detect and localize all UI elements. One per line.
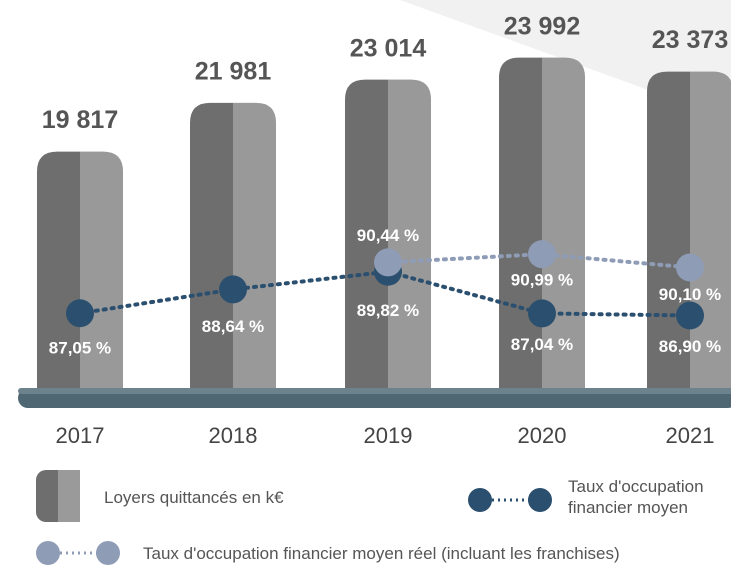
data-label: 86,90 % [659, 337, 721, 356]
legend-marker [96, 541, 120, 565]
x-tick-label: 2019 [364, 423, 413, 448]
marker [676, 253, 704, 282]
legend-label: Taux d'occupation financier moyen réel (… [143, 544, 620, 563]
bar-shade [388, 79, 431, 395]
legend-label: Taux d'occupation financier moyen [568, 477, 704, 517]
legend-label: Loyers quittancés en k€ [104, 488, 284, 507]
bar-right [80, 151, 123, 395]
bar [190, 102, 276, 396]
legend-marker [528, 488, 552, 512]
data-label: 23 373 [652, 26, 728, 54]
bar [345, 79, 431, 395]
marker [374, 248, 402, 277]
baseline-highlight [18, 388, 731, 394]
legend [36, 470, 552, 565]
marker [66, 299, 94, 328]
data-label: 90,99 % [511, 271, 573, 290]
x-tick-label: 2020 [518, 423, 567, 448]
data-label: 88,64 % [202, 317, 264, 336]
marker [528, 240, 556, 269]
data-label: 90,10 % [659, 285, 721, 304]
x-tick-label: 2018 [209, 423, 258, 448]
bar-shade [233, 102, 276, 396]
legend-marker [468, 488, 492, 512]
data-label: 89,82 % [357, 301, 419, 320]
data-label: 87,04 % [511, 335, 573, 354]
legend-bar-icon [58, 470, 80, 522]
bar-shade [80, 151, 123, 395]
bar-left [190, 102, 233, 396]
marker [676, 301, 704, 330]
x-tick-label: 2017 [56, 423, 105, 448]
data-label: 90,44 % [357, 226, 419, 245]
bar-left [37, 151, 80, 395]
marker [528, 299, 556, 328]
data-label: 23 014 [350, 34, 427, 62]
bar-right [388, 79, 431, 395]
data-label: 21 981 [195, 58, 272, 86]
bar-right [233, 102, 276, 396]
data-label: 23 992 [504, 12, 580, 40]
legend-marker [36, 541, 60, 565]
bar [37, 151, 123, 395]
bar [499, 57, 585, 396]
marker [219, 275, 247, 304]
data-label: 19 817 [42, 106, 118, 134]
bar-left [345, 79, 388, 395]
data-label: 87,05 % [49, 339, 111, 358]
x-tick-label: 2021 [666, 423, 715, 448]
